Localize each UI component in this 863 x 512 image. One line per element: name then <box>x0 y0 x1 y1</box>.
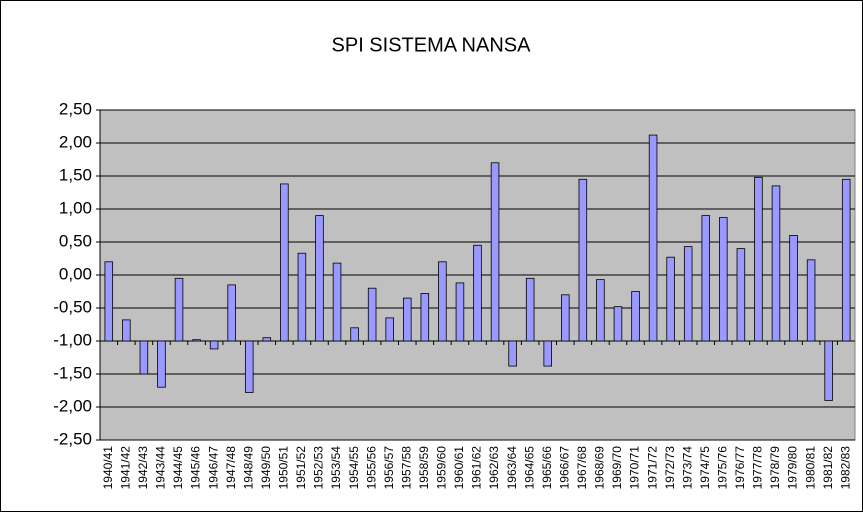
x-tick-label: 1944/45 <box>171 446 185 490</box>
x-tick-label: 1966/67 <box>557 446 571 490</box>
bar <box>420 293 430 342</box>
bar <box>315 215 324 342</box>
bar <box>174 277 184 342</box>
x-tick-label: 1957/58 <box>399 446 413 490</box>
y-tick-label: 2,00 <box>59 132 92 151</box>
x-tick-label: 1982/83 <box>838 446 852 490</box>
x-tick-label: 1946/47 <box>206 446 220 490</box>
x-tick-label: 1947/48 <box>224 446 238 490</box>
bar <box>244 340 254 393</box>
x-tick-label: 1977/78 <box>751 446 765 490</box>
y-tick-label: -2,00 <box>53 396 92 415</box>
x-tick-label: 1941/42 <box>119 446 133 490</box>
bar <box>455 282 465 342</box>
x-tick-label: 1961/62 <box>470 446 484 490</box>
bar <box>490 162 500 342</box>
bar <box>824 340 833 401</box>
bar <box>806 259 816 342</box>
x-tick-label: 1976/77 <box>733 446 747 490</box>
bar <box>157 340 166 388</box>
bar <box>525 277 535 342</box>
x-tick-label: 1974/75 <box>698 446 712 490</box>
x-tick-label: 1942/43 <box>136 446 150 490</box>
y-tick-label: -0,50 <box>53 297 92 316</box>
x-tick-label: 1980/81 <box>803 446 817 490</box>
x-tick-label: 1940/41 <box>101 446 115 490</box>
bar <box>104 261 114 342</box>
y-tick-label: 2,50 <box>59 99 92 118</box>
x-tick-label: 1953/54 <box>329 446 343 490</box>
bar <box>561 294 570 342</box>
x-tick-label: 1970/71 <box>628 446 642 490</box>
bar <box>578 178 588 342</box>
bar <box>666 256 675 342</box>
bar <box>367 287 377 342</box>
bar <box>754 176 763 342</box>
x-tick-label: 1975/76 <box>715 446 729 490</box>
bar <box>508 340 517 367</box>
x-tick-label: 1972/73 <box>663 446 677 490</box>
x-tick-label: 1971/72 <box>645 446 659 490</box>
bar <box>736 248 746 342</box>
bar <box>631 291 640 342</box>
x-tick-label: 1956/57 <box>382 446 396 490</box>
bar <box>683 246 693 342</box>
x-tick-label: 1955/56 <box>364 446 378 490</box>
bar <box>262 337 272 342</box>
bar <box>543 340 552 367</box>
x-tick-label: 1979/80 <box>786 446 800 490</box>
bar <box>789 234 798 342</box>
x-tick-label: 1960/61 <box>452 446 466 490</box>
bar <box>613 306 623 342</box>
x-tick-label: 1964/65 <box>522 446 536 490</box>
y-tick-label: 0,00 <box>59 264 92 283</box>
bar <box>385 317 394 342</box>
bar <box>473 244 482 342</box>
x-tick-label: 1952/53 <box>312 446 326 490</box>
x-tick-label: 1981/82 <box>821 446 835 490</box>
bar <box>648 134 658 342</box>
bar <box>122 319 131 342</box>
bar <box>841 178 851 342</box>
x-tick-label: 1949/50 <box>259 446 273 490</box>
bar <box>403 297 412 342</box>
bar <box>596 279 605 342</box>
x-tick-label: 1963/64 <box>505 446 519 490</box>
chart-title: SPI SISTEMA NANSA <box>332 34 532 56</box>
x-tick-label: 1948/49 <box>241 446 255 490</box>
x-tick-label: 1945/46 <box>189 446 203 490</box>
bar <box>192 339 201 342</box>
bar <box>280 183 289 342</box>
x-tick-label: 1951/52 <box>294 446 308 490</box>
x-tick-label: 1969/70 <box>610 446 624 490</box>
bar <box>701 215 711 342</box>
x-tick-label: 1967/68 <box>575 446 589 490</box>
x-tick-label: 1958/59 <box>417 446 431 490</box>
bar <box>209 340 219 350</box>
bar <box>227 284 236 342</box>
y-tick-label: -1,50 <box>53 363 92 382</box>
y-tick-label: -2,50 <box>53 429 92 448</box>
bar <box>350 327 359 342</box>
y-tick-label: 1,50 <box>59 165 92 184</box>
y-tick-label: -1,00 <box>53 330 92 349</box>
x-tick-label: 1978/79 <box>768 446 782 490</box>
bar <box>297 252 307 342</box>
bar <box>438 261 447 342</box>
x-tick-label: 1954/55 <box>347 446 361 490</box>
x-tick-label: 1950/51 <box>277 446 291 490</box>
x-tick-label: 1959/60 <box>435 446 449 490</box>
bar <box>139 340 149 375</box>
bar <box>771 185 781 342</box>
x-tick-label: 1968/69 <box>593 446 607 490</box>
y-tick-label: 0,50 <box>59 231 92 250</box>
x-tick-label: 1943/44 <box>154 446 168 490</box>
bar <box>332 262 342 342</box>
x-tick-label: 1965/66 <box>540 446 554 490</box>
bar <box>719 217 728 342</box>
y-tick-label: 1,00 <box>59 198 92 217</box>
x-tick-label: 1962/63 <box>487 446 501 490</box>
x-tick-label: 1973/74 <box>680 446 694 490</box>
